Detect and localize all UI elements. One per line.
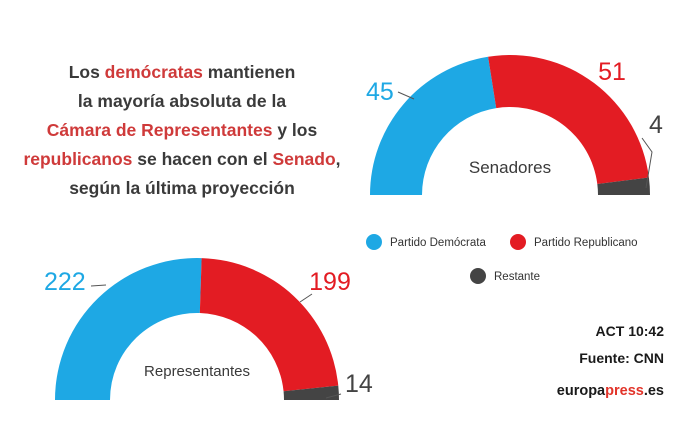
house-value-remaining: 14 <box>345 370 373 398</box>
legend-swatch-republican <box>510 234 526 250</box>
senate-arc-remaining <box>597 177 650 195</box>
house-leader-democrat <box>90 284 107 287</box>
update-time: ACT 10:42 <box>595 323 664 339</box>
legend-swatch-remaining <box>470 268 486 284</box>
legend: Partido Demócrata Partido Republicano Re… <box>366 234 638 284</box>
senate-arc-republican <box>488 54 649 184</box>
house-title: Representantes <box>144 363 250 380</box>
house-leader-republican <box>299 293 313 303</box>
senate-arc-democrat <box>370 56 497 195</box>
senate-title: Senadores <box>469 158 551 177</box>
highlight-democrats: demócratas <box>104 62 203 82</box>
highlight-house: Cámara de Representantes <box>46 120 273 140</box>
house-chart: 222 199 14 Representantes <box>44 258 373 400</box>
senate-value-republican: 51 <box>598 58 626 86</box>
brand-logo: europapress.es <box>556 383 664 399</box>
house-value-republican: 199 <box>309 268 351 296</box>
highlight-senate: Senado <box>272 149 336 169</box>
senate-leader-democrat <box>397 91 415 100</box>
source: Fuente: CNN <box>579 350 664 366</box>
legend-label-democrat: Partido Demócrata <box>390 237 486 249</box>
senate-value-democrat: 45 <box>366 78 394 106</box>
headline-line-1: Los demócratas mantienen <box>68 62 296 82</box>
house-arc-remaining <box>283 385 339 400</box>
legend-label-republican: Partido Republicano <box>534 237 638 249</box>
headline-line-2: la mayoría absoluta de la <box>77 91 287 111</box>
highlight-republicans: republicanos <box>23 149 133 169</box>
house-leader-remaining <box>325 393 342 399</box>
headline-line-5: según la última proyección <box>69 178 295 198</box>
legend-label-remaining: Restante <box>494 271 540 283</box>
headline: Los demócratas mantienen la mayoría abso… <box>8 58 356 203</box>
senate-chart: 45 51 4 Senadores <box>366 54 663 195</box>
headline-line-4: republicanos se hacen con el Senado, <box>23 149 341 169</box>
senate-leader-remaining <box>641 137 653 189</box>
house-value-democrat: 222 <box>44 268 86 296</box>
headline-line-3: Cámara de Representantes y los <box>46 120 318 140</box>
legend-swatch-democrat <box>366 234 382 250</box>
house-arc-republican <box>199 258 339 392</box>
senate-value-remaining: 4 <box>649 111 663 139</box>
house-arc-democrat <box>55 258 202 400</box>
